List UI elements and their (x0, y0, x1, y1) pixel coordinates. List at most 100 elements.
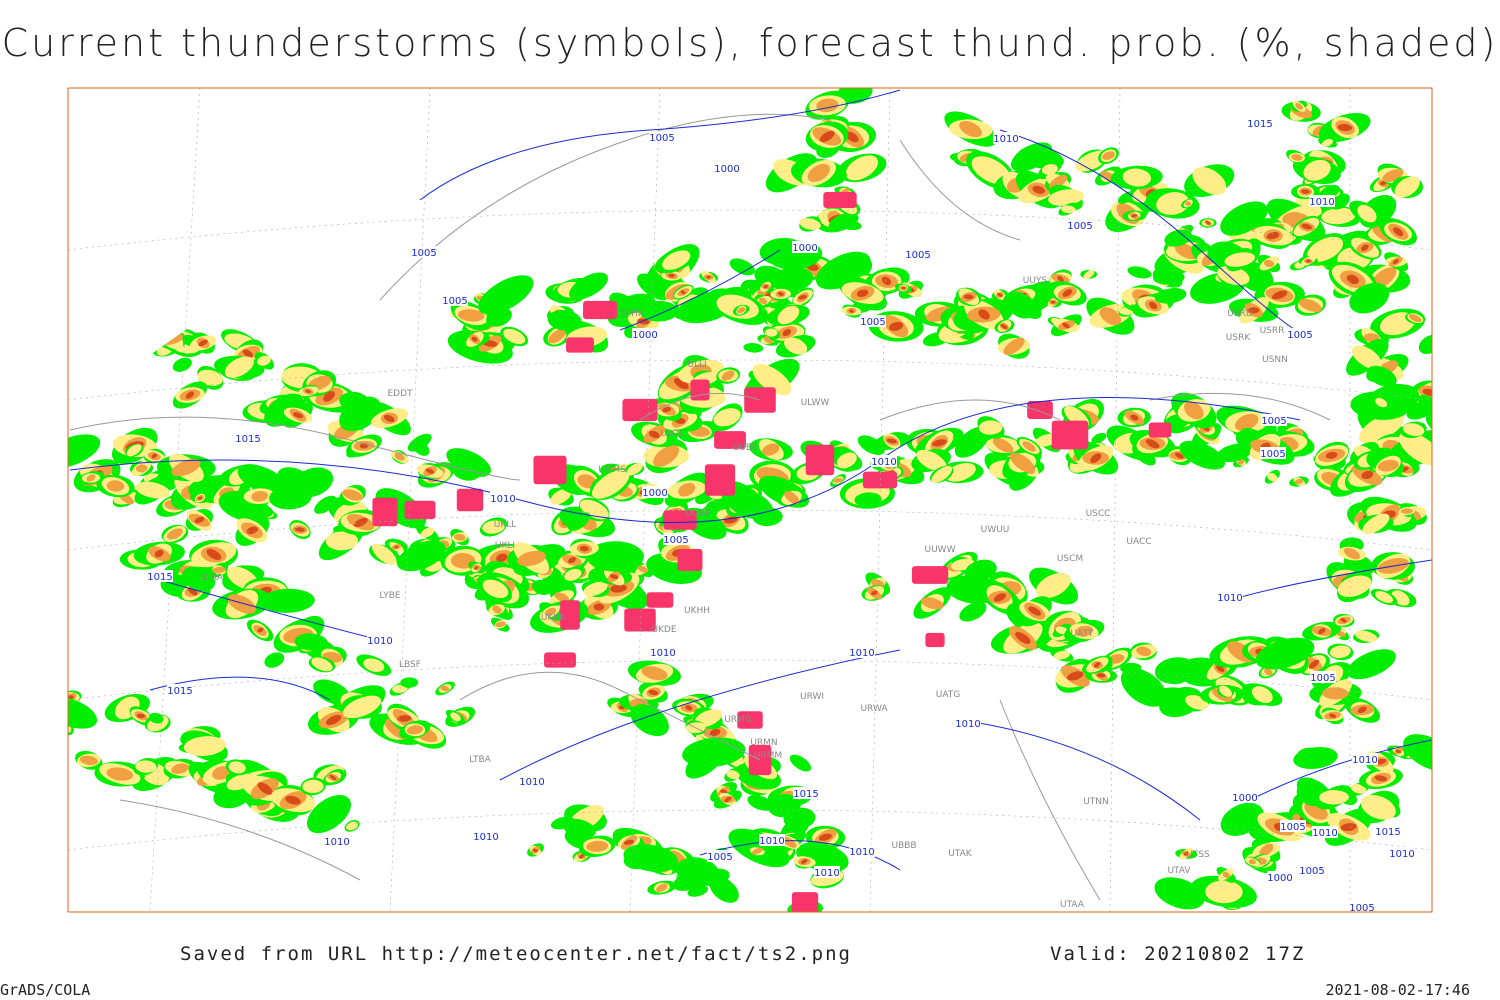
isobar-label: 1005 (1261, 416, 1286, 427)
shade-blob (474, 566, 479, 570)
isobar-label: 1005 (649, 133, 674, 144)
shade-blob (992, 437, 1014, 453)
shade-blob (86, 474, 96, 482)
shade-blob (1154, 288, 1187, 304)
station-label: UUEE (733, 443, 758, 453)
shade-blob (763, 285, 768, 289)
station-label: ULOL (660, 429, 683, 439)
shade-blob (548, 328, 567, 344)
shade-blob (1183, 401, 1204, 420)
shade-blob (799, 218, 821, 230)
shade-blob (550, 489, 572, 505)
isobar-label: 1010 (1309, 197, 1334, 208)
shade-blob (752, 364, 792, 396)
shade-blob (648, 689, 659, 696)
shade-blob (1360, 244, 1369, 252)
shade-blob (1050, 300, 1056, 304)
shade-blob (709, 876, 739, 903)
storm-symbol (911, 566, 949, 584)
station-label: ULWW (801, 398, 830, 408)
shade-blob (1293, 747, 1338, 769)
shade-blob (1083, 269, 1095, 280)
shade-blob (1362, 513, 1390, 535)
station-label: USRR (1260, 326, 1285, 336)
shade-blob (166, 528, 183, 540)
shade-blob (857, 435, 885, 455)
station-label: UKLL (494, 520, 517, 530)
shade-blob (954, 426, 990, 458)
isobar-label: 1000 (632, 330, 657, 341)
shade-blob (1403, 734, 1432, 772)
shade-blob (342, 489, 363, 501)
shade-blob (729, 258, 755, 276)
shade-blob (781, 836, 797, 848)
shade-blob (1301, 223, 1312, 230)
shade-blob (482, 520, 505, 534)
shade-blob (1307, 236, 1344, 263)
shade-blob (450, 712, 461, 722)
shade-blob (1062, 322, 1070, 329)
storm-symbol (533, 455, 567, 485)
storm-symbol (372, 497, 398, 527)
shade-blob (856, 289, 869, 298)
shade-blob (916, 449, 947, 472)
shade-blob (1267, 472, 1278, 482)
shade-blob (577, 474, 597, 489)
shade-blob (1237, 459, 1245, 465)
station-label: EDDT (387, 389, 413, 399)
shade-blob (881, 276, 892, 286)
probability-shading (33, 88, 1447, 912)
shade-blob (1357, 706, 1367, 714)
shade-blob (764, 328, 778, 337)
shade-blob (1091, 432, 1107, 444)
shade-blob (294, 633, 328, 651)
station-label: EFHK (620, 309, 645, 319)
shade-blob (183, 736, 226, 756)
storm-symbol (646, 592, 674, 608)
storm-symbol (704, 464, 736, 496)
station-label: UATT (1071, 629, 1094, 639)
shade-blob (106, 480, 125, 492)
shade-blob (591, 469, 630, 499)
shade-blob (888, 321, 904, 331)
shade-blob (789, 754, 812, 772)
shade-blob (836, 452, 857, 469)
shade-blob (1009, 452, 1036, 474)
shade-blob (1321, 207, 1356, 225)
shade-blob (182, 566, 216, 592)
shade-blob (886, 438, 897, 444)
isobar-label: 1010 (849, 847, 874, 858)
station-label: UTAV (1167, 866, 1191, 876)
shade-blob (721, 370, 735, 381)
shade-blob (136, 334, 155, 346)
storm-symbol (566, 337, 594, 353)
shade-blob (533, 848, 538, 853)
station-label: UUBP (686, 509, 711, 519)
shade-blob (569, 272, 608, 300)
shade-blob (246, 526, 258, 535)
station-label: UTNN (1083, 797, 1109, 807)
shade-blob (945, 463, 976, 482)
isobar-label: 1000 (792, 243, 817, 254)
shade-blob (1349, 282, 1390, 314)
shade-blob (1301, 189, 1310, 194)
shade-blob (1090, 453, 1102, 464)
shade-blob (550, 816, 575, 830)
shade-blob (1340, 823, 1357, 832)
shade-blob (1357, 204, 1377, 223)
shade-blob (1398, 431, 1432, 466)
station-label: UKLI (495, 541, 515, 551)
shade-blob (1057, 276, 1064, 282)
shade-blob (1375, 398, 1388, 408)
shade-blob (1432, 741, 1447, 754)
shade-blob (33, 733, 61, 759)
isobar-label: 1005 (1299, 866, 1324, 877)
shade-blob (420, 527, 435, 538)
shade-blob (1366, 365, 1397, 387)
shade-blob (363, 658, 385, 672)
isobar-label: 1005 (1280, 822, 1305, 833)
shade-blob (311, 657, 333, 672)
shade-blob (495, 621, 506, 628)
isobar-label: 1005 (411, 248, 436, 259)
shade-blob (106, 767, 134, 781)
